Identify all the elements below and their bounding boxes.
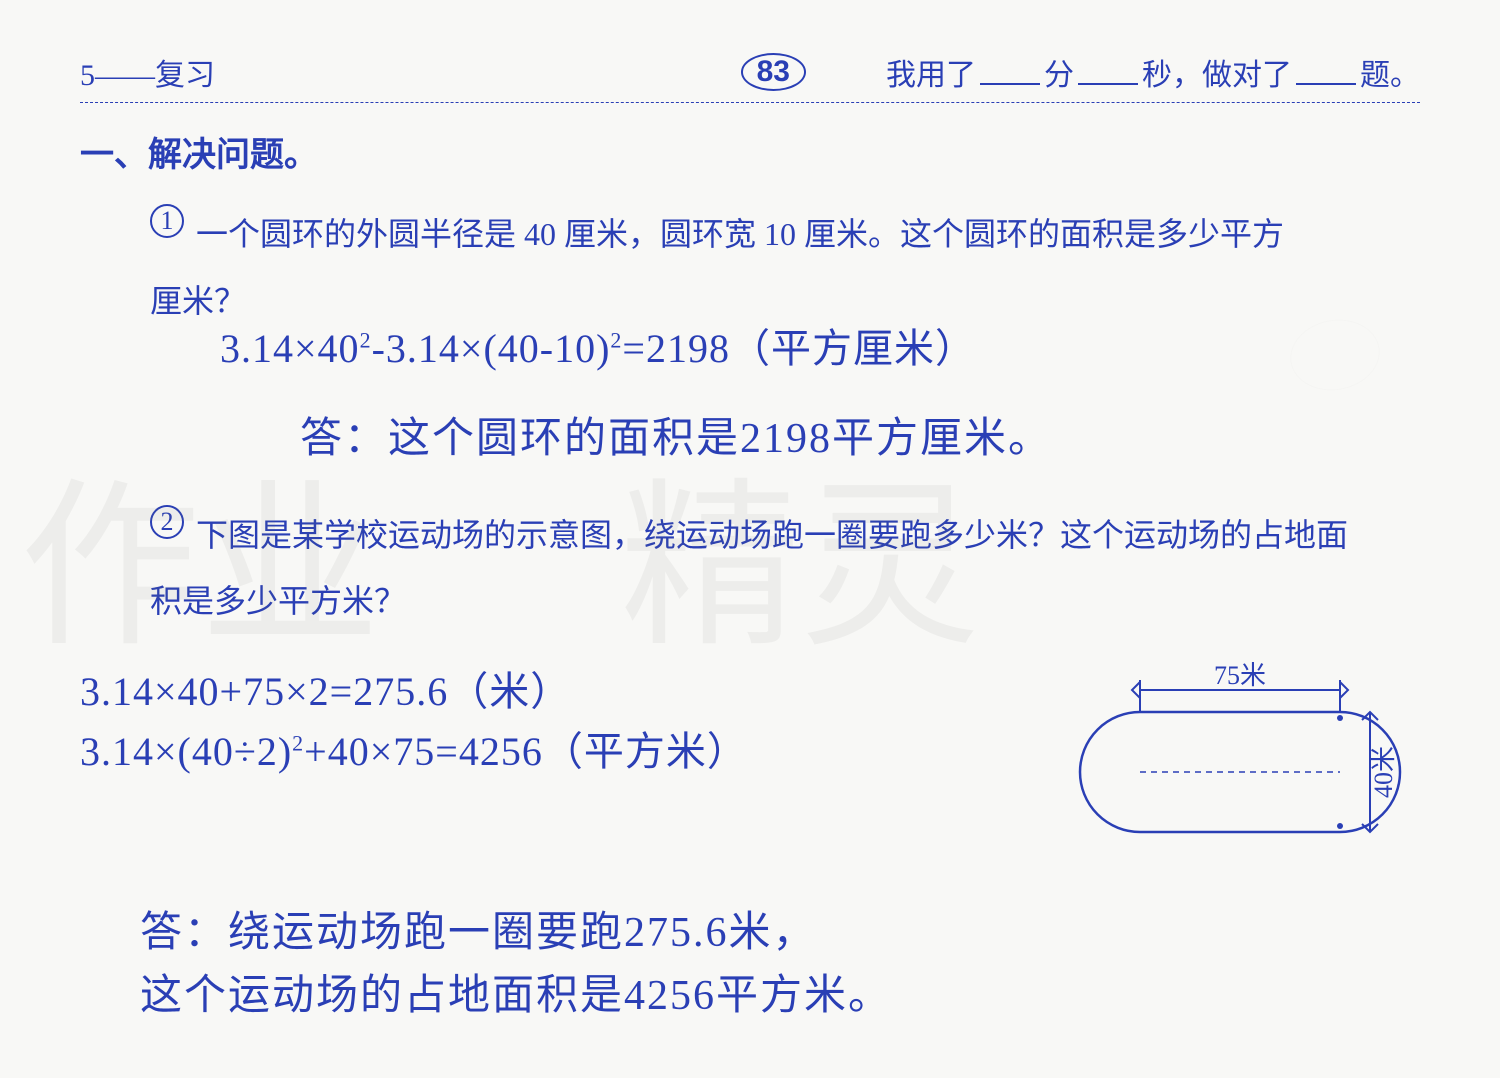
question-2: 2 下图是某学校运动场的示意图，绕运动场跑一圈要跑多少米？这个运动场的占地面 积… [150, 505, 1420, 633]
header-text: 题。 [1360, 50, 1420, 94]
worksheet-page: 5——复习 83 我用了 分 秒，做对了 题。 一、解决问题。 1 一个圆环的外… [0, 0, 1500, 1078]
answer-text: 答：这个圆环的面积是2198平方厘米。 [300, 404, 1420, 465]
header-chapter: 5——复习 [80, 50, 215, 94]
question-2-body: 3.14×40+75×2=275.6（米） 3.14×(40÷2)2+40×75… [80, 662, 1420, 862]
header-text: 秒，做对了 [1142, 50, 1292, 94]
blank-seconds[interactable] [1078, 55, 1138, 85]
header-divider [80, 102, 1420, 103]
diagram-height-label: 40米 [1369, 746, 1398, 798]
question-number-badge: 2 [150, 505, 184, 539]
blank-minutes[interactable] [980, 55, 1040, 85]
solution-formula: 3.14×40+75×2=275.6（米） [80, 662, 1040, 722]
page-number-badge: 83 [741, 53, 806, 91]
section-title: 一、解决问题。 [80, 127, 1420, 176]
diagram-width-label: 75米 [1214, 662, 1266, 690]
answer-line: 答：绕运动场跑一圈要跑275.6米， [140, 902, 1420, 965]
header-text: 我用了 [886, 50, 976, 94]
header-text: 分 [1044, 50, 1074, 94]
header-score-line: 我用了 分 秒，做对了 题。 [886, 50, 1420, 94]
question-text: 积是多少平方米？ [150, 571, 1420, 632]
question-1: 1 一个圆环的外圆半径是 40 厘米，圆环宽 10 厘米。这个圆环的面积是多少平… [150, 204, 1420, 332]
solution-formula: 3.14×(40÷2)2+40×75=4256（平方米） [80, 722, 1040, 782]
question-text: 一个圆环的外圆半径是 40 厘米，圆环宽 10 厘米。这个圆环的面积是多少平方 [196, 216, 1284, 252]
question-number-badge: 1 [150, 204, 184, 238]
answer-line: 这个运动场的占地面积是4256平方米。 [140, 965, 1420, 1028]
blank-correct[interactable] [1296, 55, 1356, 85]
answer-text: 答：绕运动场跑一圈要跑275.6米， 这个运动场的占地面积是4256平方米。 [140, 902, 1420, 1028]
question-text: 下图是某学校运动场的示意图，绕运动场跑一圈要跑多少米？这个运动场的占地面 [196, 517, 1348, 553]
page-header: 5——复习 83 我用了 分 秒，做对了 题。 [80, 50, 1420, 94]
track-diagram: 75米 40米 [1070, 662, 1410, 862]
solution-formula: 3.14×402-3.14×(40-10)2=2198（平方厘米） [220, 316, 1420, 374]
